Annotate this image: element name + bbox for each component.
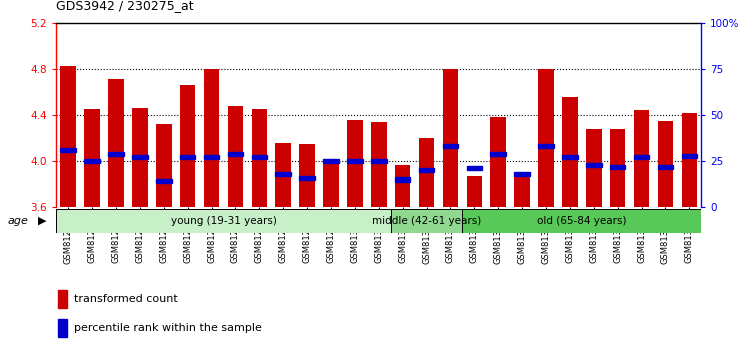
Bar (442, 69, 458, 207)
Bar (58, 290, 68, 308)
Bar (634, 110, 650, 207)
Bar (395, 165, 410, 207)
Bar (180, 85, 196, 207)
Bar (347, 120, 363, 207)
Bar (562, 155, 578, 159)
Bar (323, 160, 339, 207)
Bar (61, 148, 76, 152)
Bar (419, 138, 434, 207)
Bar (371, 122, 386, 207)
Bar (251, 155, 267, 159)
Bar (58, 319, 68, 337)
Bar (682, 113, 697, 207)
Bar (466, 166, 482, 171)
Text: GDS3942 / 230275_at: GDS3942 / 230275_at (56, 0, 194, 12)
Bar (419, 168, 434, 172)
Text: age: age (8, 216, 28, 226)
Bar (299, 144, 315, 207)
Bar (108, 152, 124, 156)
Text: young (19-31 years): young (19-31 years) (170, 216, 277, 226)
Bar (204, 69, 219, 207)
Bar (442, 144, 458, 148)
Bar (466, 176, 482, 207)
Bar (658, 165, 674, 169)
Bar (275, 172, 291, 176)
Bar (156, 124, 172, 207)
Bar (538, 144, 554, 148)
Bar (180, 155, 196, 159)
Text: middle (42-61 years): middle (42-61 years) (372, 216, 482, 226)
Bar (514, 176, 529, 207)
Text: transformed count: transformed count (74, 295, 177, 304)
Text: ▶: ▶ (38, 216, 46, 226)
Bar (658, 121, 674, 207)
Bar (514, 172, 529, 176)
Bar (204, 155, 219, 159)
Bar (682, 154, 697, 158)
Bar (132, 108, 148, 207)
Text: percentile rank within the sample: percentile rank within the sample (74, 323, 262, 333)
Bar (610, 165, 626, 169)
Bar (84, 109, 100, 207)
Bar (228, 152, 243, 156)
Bar (61, 65, 76, 207)
Bar (132, 155, 148, 159)
Bar (251, 109, 267, 207)
Bar (395, 177, 410, 182)
Text: old (65-84 years): old (65-84 years) (537, 216, 626, 226)
Bar (275, 143, 291, 207)
Bar (490, 117, 506, 207)
Bar (610, 129, 626, 207)
FancyBboxPatch shape (56, 209, 391, 233)
Bar (299, 176, 315, 180)
Bar (228, 106, 243, 207)
Bar (586, 163, 602, 167)
Bar (371, 159, 386, 163)
Bar (490, 152, 506, 156)
Bar (323, 159, 339, 163)
Bar (634, 155, 650, 159)
FancyBboxPatch shape (391, 209, 462, 233)
Bar (108, 79, 124, 207)
Bar (84, 159, 100, 163)
Bar (586, 129, 602, 207)
Bar (562, 97, 578, 207)
Bar (538, 69, 554, 207)
Bar (347, 159, 363, 163)
FancyBboxPatch shape (462, 209, 701, 233)
Bar (156, 179, 172, 183)
